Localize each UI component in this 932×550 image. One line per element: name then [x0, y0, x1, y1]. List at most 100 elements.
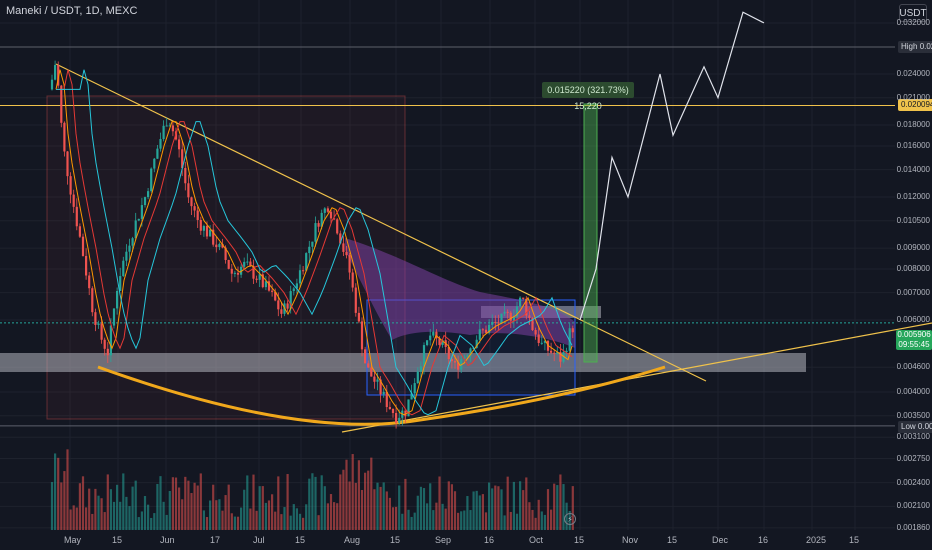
candle-body — [571, 328, 574, 333]
volume-bar — [360, 489, 364, 530]
candle-body — [388, 407, 391, 410]
price-tick-label: 0.008000 — [896, 263, 930, 273]
volume-bar — [199, 473, 202, 530]
volume-bar — [556, 485, 559, 530]
candle-body — [497, 322, 500, 324]
candle-body — [503, 311, 506, 314]
currency-button[interactable]: USDT — [899, 4, 927, 22]
volume-bar — [326, 503, 329, 530]
time-tick-label: 15 — [849, 535, 860, 545]
volume-bar — [156, 483, 159, 530]
volume-bar — [336, 503, 339, 530]
candle-body — [252, 265, 255, 279]
measure-label: 0.015220 (321.73%) 15,220 — [542, 82, 634, 111]
volume-bar — [475, 490, 478, 530]
volume-bar — [531, 509, 534, 530]
volume-bar — [131, 486, 134, 530]
candle-body — [181, 149, 184, 168]
volume-bar — [509, 511, 512, 530]
volume-bar — [125, 496, 128, 530]
volume-bar — [295, 508, 298, 530]
countdown-value: 09:55:45 — [898, 340, 930, 349]
volume-bar — [463, 510, 466, 530]
volume-bar — [553, 483, 556, 530]
candle-body — [534, 329, 537, 335]
volume-bar — [447, 481, 450, 530]
candle-body — [57, 65, 60, 86]
volume-bar — [426, 503, 429, 530]
candle-body — [395, 413, 398, 423]
volume-bar — [429, 483, 432, 530]
candle-body — [243, 261, 246, 267]
volume-bar — [181, 499, 184, 530]
candle-body — [329, 211, 333, 219]
volume-bar — [236, 516, 240, 530]
candle-body — [568, 328, 571, 351]
volume-bar — [212, 484, 215, 530]
volume-bar — [224, 495, 227, 530]
volume-bar — [246, 475, 249, 530]
volume-bar — [404, 478, 407, 530]
candle-body — [91, 288, 94, 313]
candle-body — [333, 218, 336, 220]
volume-bar — [252, 474, 255, 530]
candle-body — [320, 212, 323, 227]
candle-body — [274, 291, 277, 301]
time-tick-label: 15 — [295, 535, 306, 545]
candle-body — [512, 316, 515, 321]
candle-body — [345, 251, 348, 256]
low-label: Low — [901, 422, 916, 431]
candle-body — [525, 298, 528, 316]
candle-body — [317, 223, 320, 227]
volume-bar — [503, 515, 506, 530]
candle-body — [481, 329, 484, 331]
volume-bar — [391, 507, 395, 530]
volume-bar — [143, 496, 147, 530]
volume-bar — [506, 476, 509, 530]
candle-body — [81, 236, 85, 256]
volume-bar — [94, 488, 97, 530]
volume-bar — [469, 510, 472, 530]
candle-body — [202, 225, 205, 231]
candle-body — [450, 359, 453, 362]
volume-bar — [147, 504, 150, 530]
candle-body — [531, 317, 534, 330]
candle-body — [289, 291, 292, 309]
volume-bar — [345, 459, 348, 530]
current-price-value: 0.005906 — [897, 330, 931, 339]
candle-body — [500, 313, 503, 324]
volume-bar — [416, 495, 419, 530]
candle-body — [339, 233, 342, 244]
candle-body — [196, 210, 199, 220]
candle-body — [88, 275, 91, 289]
candle-body — [134, 220, 137, 239]
volume-bar — [298, 513, 302, 530]
volume-bar — [60, 482, 63, 530]
volume-bar — [75, 507, 78, 530]
candle-body — [494, 321, 497, 323]
candle-body — [469, 348, 472, 356]
volume-bar — [317, 515, 320, 530]
volume-bar — [193, 482, 196, 530]
volume-bar — [546, 489, 550, 530]
volume-bar — [460, 511, 463, 530]
volume-bar — [81, 476, 85, 530]
flash-icon[interactable]: ⚡ — [564, 513, 576, 525]
candle-body — [249, 261, 252, 266]
volume-bar — [66, 449, 69, 530]
volume-bar — [314, 476, 317, 530]
candle-body — [311, 241, 314, 247]
time-tick-label: 15 — [390, 535, 401, 545]
volume-bar — [422, 488, 426, 530]
volume-bar — [271, 494, 274, 530]
candle-body — [441, 340, 444, 345]
volume-bar — [364, 472, 367, 530]
candle-body — [432, 331, 435, 336]
candle-body — [360, 321, 364, 350]
ma-medium — [56, 69, 573, 416]
candle-body — [109, 325, 112, 356]
time-tick-label: Jun — [160, 535, 175, 545]
candle-body — [543, 340, 546, 343]
volume-bar — [382, 482, 385, 530]
